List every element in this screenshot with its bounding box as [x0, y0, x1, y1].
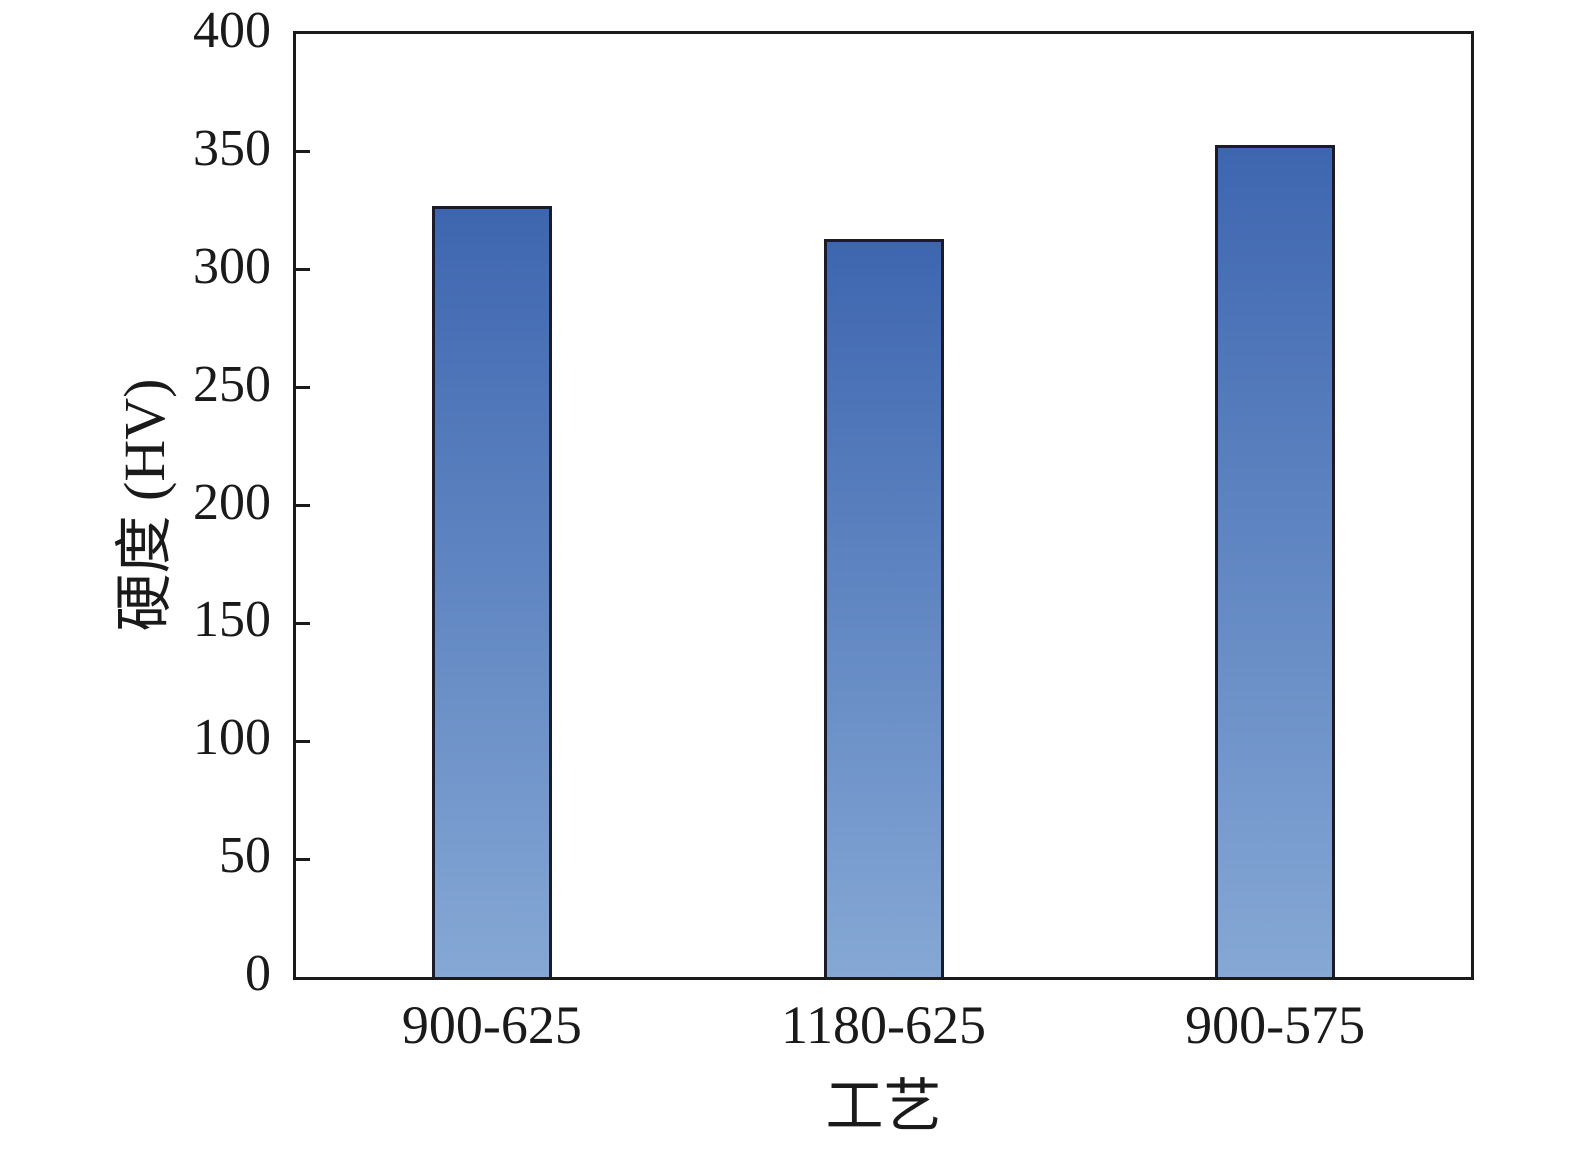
y-tick-mark	[296, 386, 310, 390]
x-tick-label: 900-575	[1185, 995, 1366, 1055]
y-tick-label: 200	[193, 473, 271, 531]
y-axis-tick-labels: 0 50 100 150 200 250 300 350 400	[0, 5, 271, 1000]
x-tick-label: 900-625	[401, 995, 582, 1055]
bar-900-575	[1215, 144, 1336, 977]
y-tick-label: 400	[193, 2, 271, 59]
y-tick-mark	[296, 621, 310, 625]
y-tick-mark	[296, 504, 310, 507]
y-tick-mark	[296, 739, 310, 743]
y-tick-label: 350	[193, 119, 271, 177]
x-axis-title: 工艺	[825, 1074, 942, 1139]
y-tick-mark	[296, 150, 310, 154]
bar-1180-625	[823, 239, 944, 977]
y-tick-mark	[296, 857, 310, 861]
y-tick-label: 150	[193, 591, 271, 649]
x-tick-label: 1180-625	[781, 995, 986, 1055]
x-axis-tick-labels: 900-625 1180-625 900-575	[296, 998, 1471, 1068]
y-tick-label: 100	[193, 709, 271, 767]
y-tick-label: 300	[193, 237, 271, 295]
y-tick-label: 50	[219, 827, 271, 885]
y-axis-title: 硬度 (HV)	[112, 378, 177, 632]
y-tick-label: 250	[193, 355, 271, 413]
y-tick-mark	[296, 268, 310, 272]
bar-900-625	[431, 206, 552, 977]
plot-area	[293, 31, 1474, 980]
y-tick-label: 0	[245, 945, 271, 1002]
